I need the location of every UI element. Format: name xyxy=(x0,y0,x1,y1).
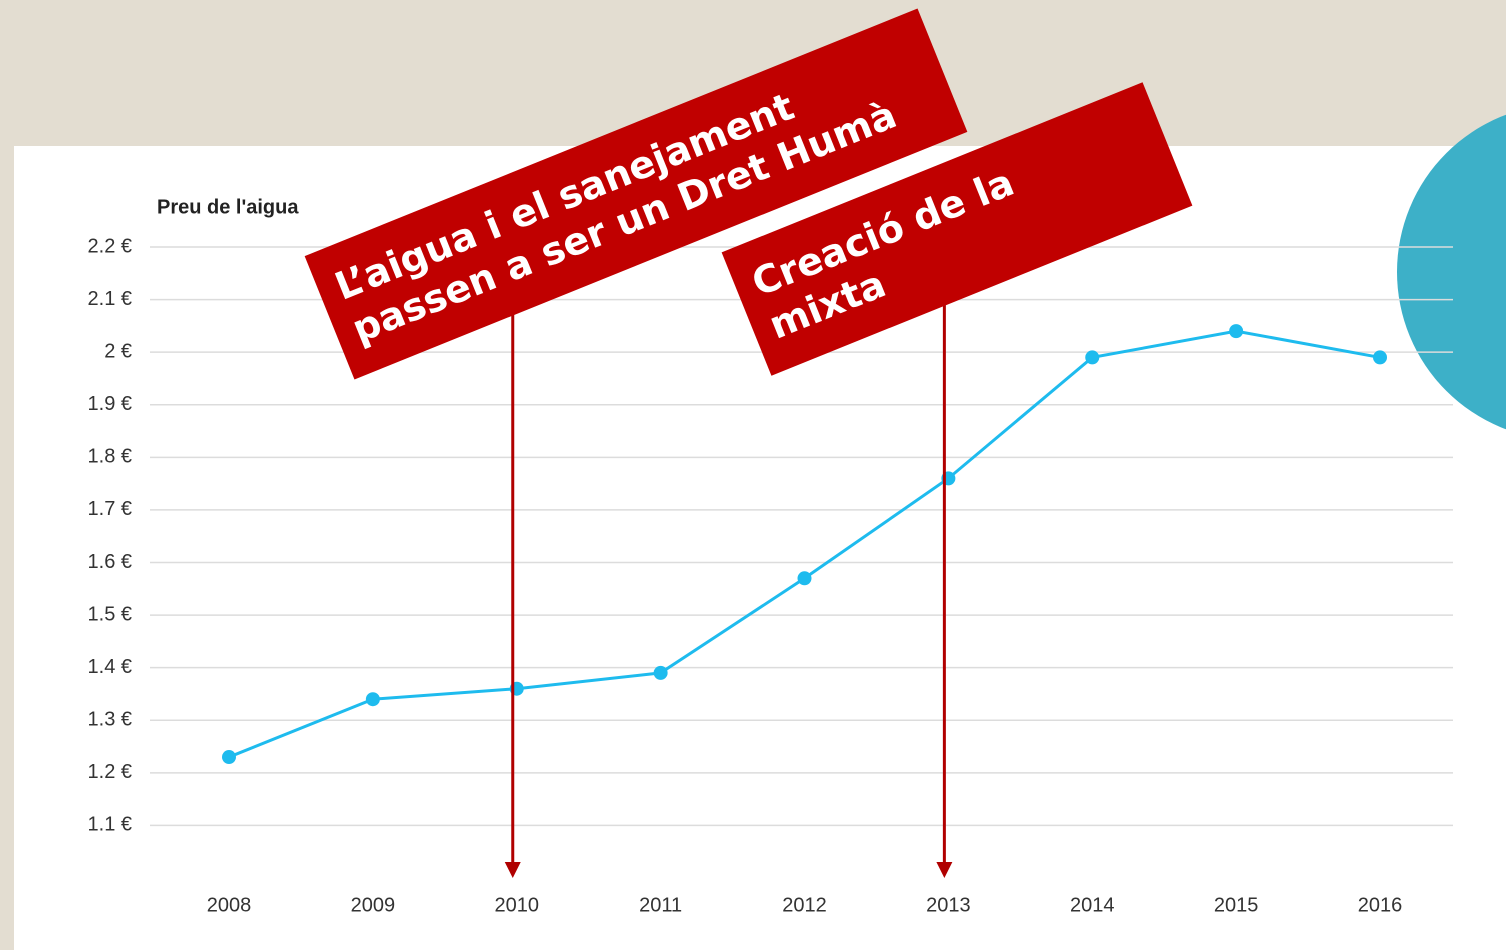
annotation-box xyxy=(721,82,1193,376)
decor-circle xyxy=(1397,114,1506,430)
y-tick-label: 1.4 € xyxy=(88,656,132,678)
x-tick-label: 2012 xyxy=(782,894,827,916)
y-tick-label: 2 € xyxy=(104,340,132,362)
y-tick-label: 1.6 € xyxy=(88,551,132,573)
annotation-box xyxy=(304,8,968,380)
x-tick-label: 2016 xyxy=(1358,894,1403,916)
y-tick-label: 1.5 € xyxy=(88,603,132,625)
data-point xyxy=(1085,350,1100,365)
arrow-head xyxy=(936,862,953,878)
chart-title: Preu de l'aigua xyxy=(157,196,299,218)
y-tick-label: 1.2 € xyxy=(88,761,132,783)
x-tick-label: 2013 xyxy=(926,894,971,916)
x-tick-label: 2014 xyxy=(1070,894,1115,916)
x-tick-label: 2011 xyxy=(639,894,682,916)
x-tick-label: 2010 xyxy=(495,894,540,916)
data-point xyxy=(222,750,236,765)
data-point xyxy=(365,692,380,707)
y-tick-label: 1.8 € xyxy=(88,446,132,468)
y-tick-label: 1.3 € xyxy=(88,709,132,731)
arrow-head xyxy=(504,862,521,878)
data-point xyxy=(653,665,668,680)
x-tick-label: 2015 xyxy=(1214,894,1259,916)
y-tick-label: 1.7 € xyxy=(88,498,132,520)
y-tick-label: 2.2 € xyxy=(88,235,132,257)
data-point xyxy=(1373,350,1387,365)
y-tick-label: 1.1 € xyxy=(88,814,132,836)
y-tick-label: 2.1 € xyxy=(88,288,132,310)
data-point xyxy=(797,571,812,586)
data-point xyxy=(1229,324,1244,339)
x-tick-label: 2008 xyxy=(207,894,252,916)
y-tick-label: 1.9 € xyxy=(88,393,132,415)
x-tick-label: 2009 xyxy=(351,894,396,916)
